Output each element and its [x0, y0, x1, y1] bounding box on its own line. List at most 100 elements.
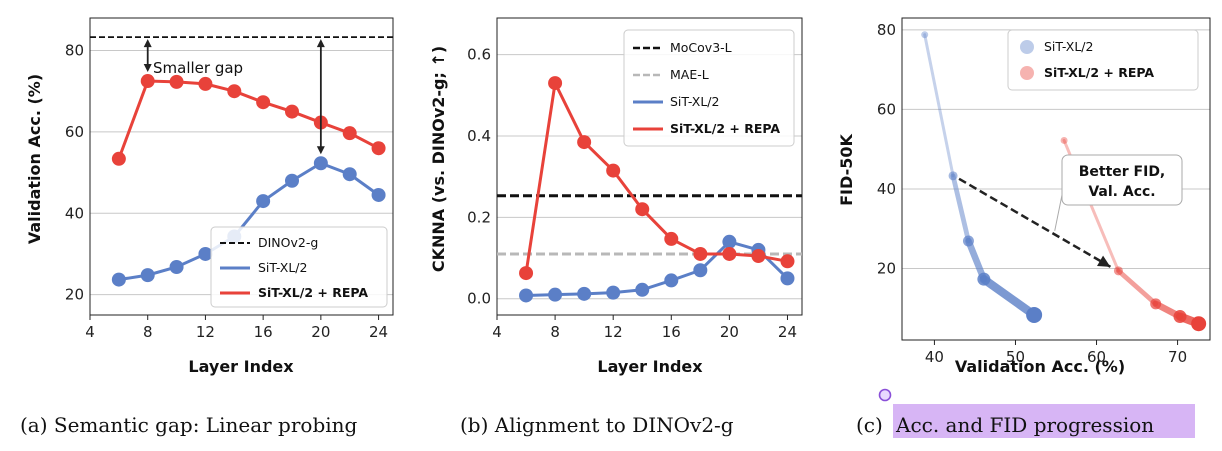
gap-arrow-head-down	[143, 64, 152, 73]
better-arrow-shaft	[958, 177, 1112, 268]
chart-a-annotation-smaller-gap: Smaller gap	[153, 59, 243, 77]
point-sit	[1026, 306, 1043, 323]
chart-c-legend-box	[1007, 29, 1199, 91]
point-repa	[227, 84, 242, 99]
point-sit	[606, 285, 621, 300]
chart-b-caption: (b) Alignment to DINOv2-g	[460, 413, 734, 437]
point-sit	[198, 246, 213, 261]
legend-a-dino-label: DINOv2-g	[258, 235, 318, 250]
chart-c-caption: Acc. and FID progression	[895, 413, 1154, 437]
annotation-connector	[1054, 194, 1063, 231]
legend-b-sit-label: SiT-XL/2	[670, 94, 719, 109]
point-repa	[577, 135, 592, 150]
ytick-label: 20	[65, 286, 84, 304]
point-sit	[577, 286, 592, 301]
point-repa	[371, 141, 386, 156]
legend-c-repa-label: SiT-XL/2 + REPA	[1044, 65, 1154, 80]
point-sit	[977, 272, 991, 286]
legend-b-mae-label: MAE-L	[670, 67, 709, 82]
better-arrow-head	[1097, 255, 1111, 267]
highlight-handle-icon[interactable]	[878, 388, 892, 402]
plot-frame	[89, 17, 394, 316]
point-repa	[664, 231, 679, 246]
ytick-label: 0.6	[467, 46, 491, 64]
point-sit	[548, 287, 563, 302]
point-sit	[722, 234, 737, 249]
chart-b-legend-box	[623, 29, 795, 147]
ytick-label: 0.2	[467, 208, 491, 226]
chart-b-ylabel: CKNNA (vs. DINOv2-g; ↑)	[429, 46, 448, 272]
xtick-label: 8	[143, 323, 153, 341]
ytick-label: 80	[65, 42, 84, 60]
point-sit	[169, 259, 184, 274]
legend-b-repa-label: SiT-XL/2 + REPA	[670, 121, 780, 136]
point-repa	[111, 151, 126, 166]
gap-arrow-head-down	[316, 146, 325, 155]
legend-a-sit-label: SiT-XL/2	[258, 260, 307, 275]
chart-c-plot: 20 40 60 80 40 50 60 70	[877, 17, 1211, 366]
series-segment-repa	[1116, 268, 1159, 307]
plot-frame	[901, 17, 1211, 341]
xtick-label: 12	[196, 323, 215, 341]
point-sit	[948, 171, 958, 181]
xtick-label: 50	[1006, 348, 1025, 366]
point-repa	[198, 76, 213, 91]
point-repa	[606, 163, 621, 178]
xtick-label: 24	[778, 323, 797, 341]
point-repa	[635, 202, 650, 217]
chart-a-ylabel: Validation Acc. (%)	[25, 74, 44, 244]
xtick-label: 20	[311, 323, 330, 341]
ytick-label: 0.0	[467, 290, 491, 308]
point-repa	[780, 254, 795, 269]
xtick-label: 70	[1168, 348, 1187, 366]
xtick-label: 16	[662, 323, 681, 341]
series-segment-sit	[923, 33, 955, 178]
point-repa	[256, 95, 271, 110]
point-repa	[169, 74, 184, 89]
xtick-label: 16	[254, 323, 273, 341]
chart-c-ylabel: FID-50K	[837, 134, 856, 206]
chart-c-legend: SiT-XL/2 SiT-XL/2 + REPA	[1007, 29, 1199, 91]
point-sit	[519, 288, 534, 303]
point-sit	[285, 173, 299, 188]
legend-c-sit-swatch	[1020, 40, 1034, 54]
chart-a-legend-box	[210, 226, 388, 308]
ytick-label: 60	[877, 100, 896, 118]
point-repa	[285, 104, 299, 119]
point-repa	[751, 249, 766, 264]
point-sit	[921, 31, 929, 39]
point-repa	[519, 266, 534, 281]
plot-frame	[496, 17, 803, 316]
chart-c: FID-50K Validation Acc. (%) 20 40 60 80 40 50…	[837, 17, 1211, 438]
chart-c-annotation-line1: Better FID,	[1079, 164, 1166, 180]
chart-c-annotation: Better FID, Val. Acc.	[1061, 154, 1183, 206]
legend-a-repa-label: SiT-XL/2 + REPA	[258, 285, 368, 300]
xtick-label: 8	[550, 323, 560, 341]
series-line-sit	[118, 161, 380, 282]
chart-a-plot: 20 40 60 80 4 8 12 16 20 24	[65, 17, 394, 341]
legend-c-sit-label: SiT-XL/2	[1044, 39, 1093, 54]
point-sit	[780, 271, 795, 286]
point-sit	[962, 235, 974, 247]
ytick-label: 40	[877, 180, 896, 198]
xtick-label: 24	[369, 323, 388, 341]
chart-b-plot: 0.0 0.2 0.4 0.6 4 8 12 16 20 24	[467, 17, 803, 341]
point-repa	[342, 126, 357, 141]
ytick-label: 60	[65, 123, 84, 141]
chart-b-xlabel: Layer Index	[597, 357, 703, 376]
series-segment-sit	[965, 237, 988, 283]
xtick-label: 40	[925, 348, 944, 366]
xtick-label: 4	[492, 323, 502, 341]
point-repa	[1060, 136, 1068, 144]
xtick-label: 60	[1087, 348, 1106, 366]
point-repa	[1150, 298, 1162, 310]
point-repa	[1173, 310, 1187, 324]
gap-arrow-head-up	[143, 39, 152, 48]
series-line-repa	[524, 78, 788, 274]
chart-a: Validation Acc. (%) Layer Index 20 40 60 80…	[20, 17, 394, 437]
point-sit	[693, 263, 708, 278]
point-sit	[342, 167, 357, 182]
point-sit	[635, 282, 650, 297]
chart-b: CKNNA (vs. DINOv2-g; ↑) Layer Index 0.0 0…	[429, 17, 803, 437]
chart-a-xlabel: Layer Index	[188, 357, 294, 376]
